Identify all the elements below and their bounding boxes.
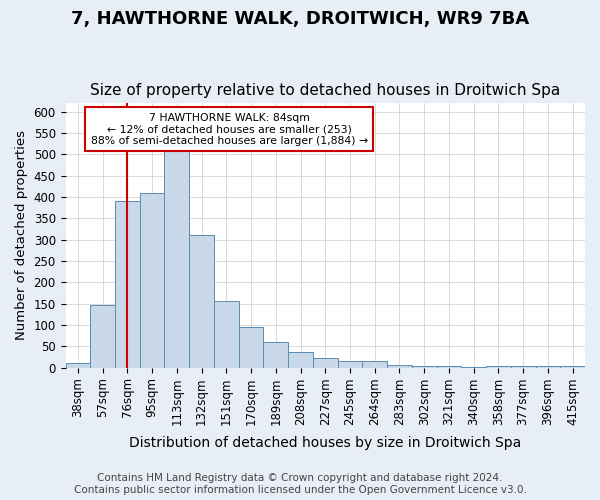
Bar: [362, 361, 387, 368]
Bar: [313, 358, 338, 368]
Text: 7 HAWTHORNE WALK: 84sqm
← 12% of detached houses are smaller (253)
88% of semi-d: 7 HAWTHORNE WALK: 84sqm ← 12% of detache…: [91, 112, 368, 146]
Bar: [338, 361, 362, 368]
Bar: [536, 366, 560, 368]
Bar: [486, 366, 511, 368]
Bar: [115, 202, 140, 368]
X-axis label: Distribution of detached houses by size in Droitwich Spa: Distribution of detached houses by size …: [129, 436, 521, 450]
Bar: [239, 327, 263, 368]
Text: 7, HAWTHORNE WALK, DROITWICH, WR9 7BA: 7, HAWTHORNE WALK, DROITWICH, WR9 7BA: [71, 10, 529, 28]
Bar: [140, 193, 164, 368]
Bar: [65, 364, 90, 368]
Bar: [288, 352, 313, 368]
Bar: [263, 342, 288, 367]
Bar: [214, 302, 239, 368]
Bar: [511, 366, 536, 368]
Title: Size of property relative to detached houses in Droitwich Spa: Size of property relative to detached ho…: [90, 83, 560, 98]
Bar: [387, 366, 412, 368]
Bar: [437, 366, 461, 368]
Y-axis label: Number of detached properties: Number of detached properties: [15, 130, 28, 340]
Bar: [412, 366, 437, 368]
Bar: [90, 305, 115, 368]
Text: Contains HM Land Registry data © Crown copyright and database right 2024.
Contai: Contains HM Land Registry data © Crown c…: [74, 474, 526, 495]
Bar: [164, 150, 189, 368]
Bar: [560, 366, 585, 368]
Bar: [189, 236, 214, 368]
